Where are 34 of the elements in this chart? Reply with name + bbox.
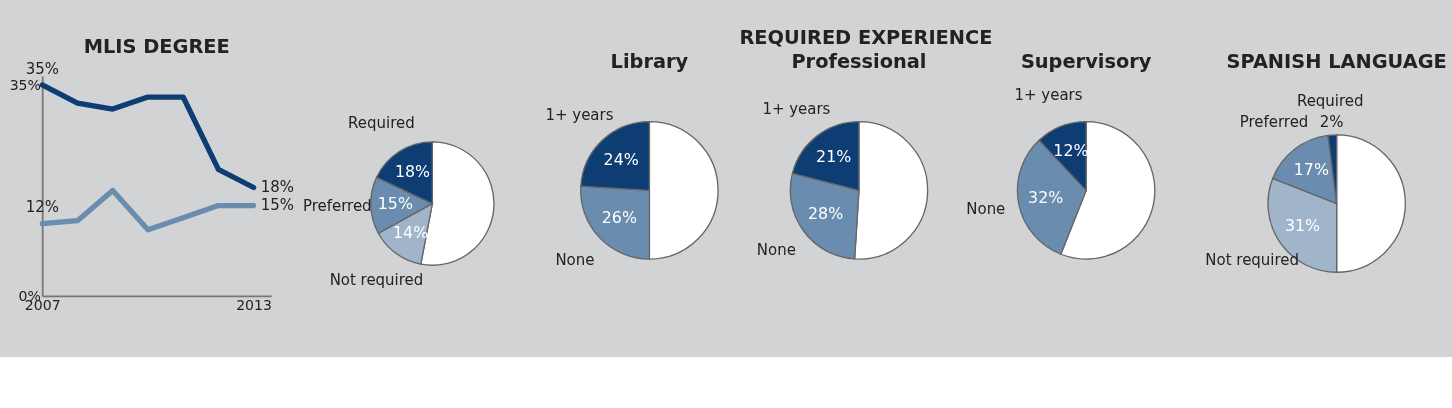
data-label: 18%	[394, 161, 431, 181]
slice-label: Preferred	[1239, 113, 1309, 132]
slice-label: 1+ years	[1014, 85, 1083, 104]
slice-label: Not required	[1205, 251, 1299, 270]
slice-label: None	[555, 250, 595, 269]
data-label: 2%	[1319, 113, 1344, 132]
data-label: 35%	[25, 59, 59, 78]
data-label: 31%	[1284, 216, 1321, 236]
chart-title: Library	[610, 49, 689, 73]
x-tick-label: 2013	[236, 296, 272, 313]
chart-title: Supervisory	[1020, 49, 1152, 73]
slice-label: 1+ years	[545, 106, 614, 125]
slice-label: None	[966, 199, 1006, 218]
data-label: 21%	[816, 147, 852, 167]
slice-label: Not required	[329, 270, 424, 289]
text: REQUIRED EXPERIENCE	[739, 26, 993, 50]
data-label: 12%	[25, 198, 59, 217]
data-label: 18%	[260, 177, 294, 196]
data-label: 26%	[601, 208, 637, 227]
slice-label: Required	[1296, 92, 1364, 111]
chart-title: SPANISH LANGUAGE	[1226, 49, 1447, 73]
data-label: 24%	[603, 149, 639, 169]
slice-label: Preferred	[302, 196, 372, 215]
data-label: 15%	[260, 195, 294, 214]
data-label: 17%	[1293, 160, 1329, 180]
chart-title: Professional	[791, 49, 927, 73]
slice-label: 1+ years	[762, 100, 831, 119]
slice-label: Required	[348, 113, 415, 132]
chart-title: MLIS DEGREE	[83, 35, 230, 59]
data-label: 12%	[1053, 141, 1089, 161]
data-label: 28%	[808, 204, 844, 224]
data-label: 15%	[377, 194, 413, 214]
slice-label: None	[756, 240, 796, 259]
data-label: 32%	[1028, 187, 1064, 207]
